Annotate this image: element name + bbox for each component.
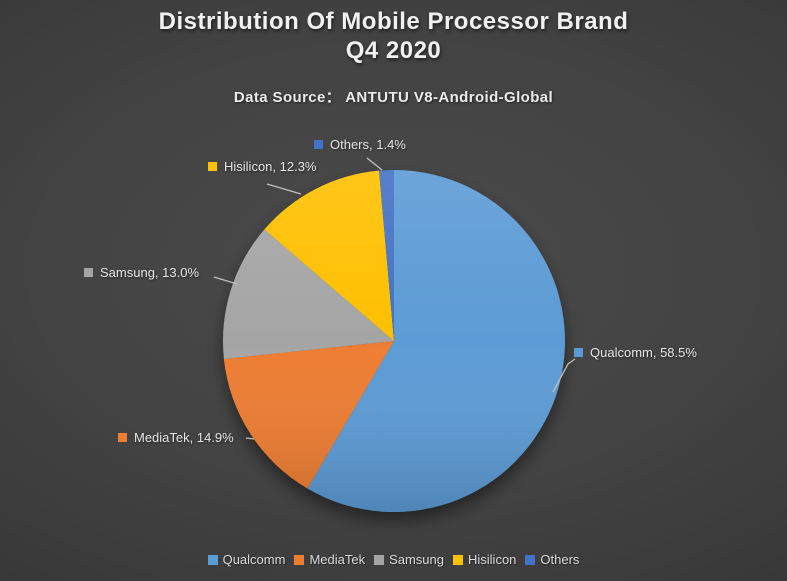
legend-marker-icon [525,554,536,565]
legend-marker-icon [374,554,385,565]
chart-title-line2: Q4 2020 [345,37,442,64]
legend-marker-icon [453,554,463,565]
legend-marker-icon [207,554,218,565]
chart-legend: Qualcomm MediaTek Samsung Hisilicon Others [0,552,787,567]
legend-item-mediatek: MediaTek [294,552,365,567]
slice-label-marker-icon [208,162,217,171]
slice-label-text: Others, 1.4% [330,137,406,152]
slice-label-qualcomm: Qualcomm, 58.5% [574,345,697,360]
leader-line-samsung [213,276,238,285]
slice-label-others: Others, 1.4% [314,137,406,152]
legend-item-qualcomm: Qualcomm [207,552,286,567]
legend-label: MediaTek [309,552,366,567]
leader-line-qualcomm [552,358,576,393]
slice-label-samsung: Samsung, 13.0% [84,265,199,280]
slice-label-mediatek: MediaTek, 14.9% [118,430,234,445]
leader-line-mediatek [245,437,255,440]
chart-title: Distribution Of Mobile Processor Brand Q… [0,7,787,65]
legend-label: Qualcomm [222,552,286,567]
legend-label: Others [540,552,580,567]
slice-label-marker-icon [314,140,323,149]
slice-label-text: Hisilicon, 12.3% [224,159,317,174]
leader-line-others [366,157,383,171]
legend-item-others: Others [525,552,579,567]
slice-label-marker-icon [118,433,127,442]
legend-item-samsung: Samsung [374,552,444,567]
legend-label: Samsung [389,552,444,567]
slice-label-marker-icon [84,268,93,277]
legend-label: Hisilicon [468,552,517,567]
slice-label-marker-icon [574,348,583,357]
slice-label-hisilicon: Hisilicon, 12.3% [208,159,317,174]
legend-marker-icon [294,554,305,565]
slice-label-text: Qualcomm, 58.5% [590,345,697,360]
slice-label-text: MediaTek, 14.9% [134,430,234,445]
legend-item-hisilicon: Hisilicon [453,552,516,567]
chart-subtitle: Data Source： ANTUTU V8-Android-Global [233,89,554,106]
chart-title-line1: Distribution Of Mobile Processor Brand [158,8,629,35]
leader-line-hisilicon [266,183,302,195]
slice-label-text: Samsung, 13.0% [100,265,200,280]
